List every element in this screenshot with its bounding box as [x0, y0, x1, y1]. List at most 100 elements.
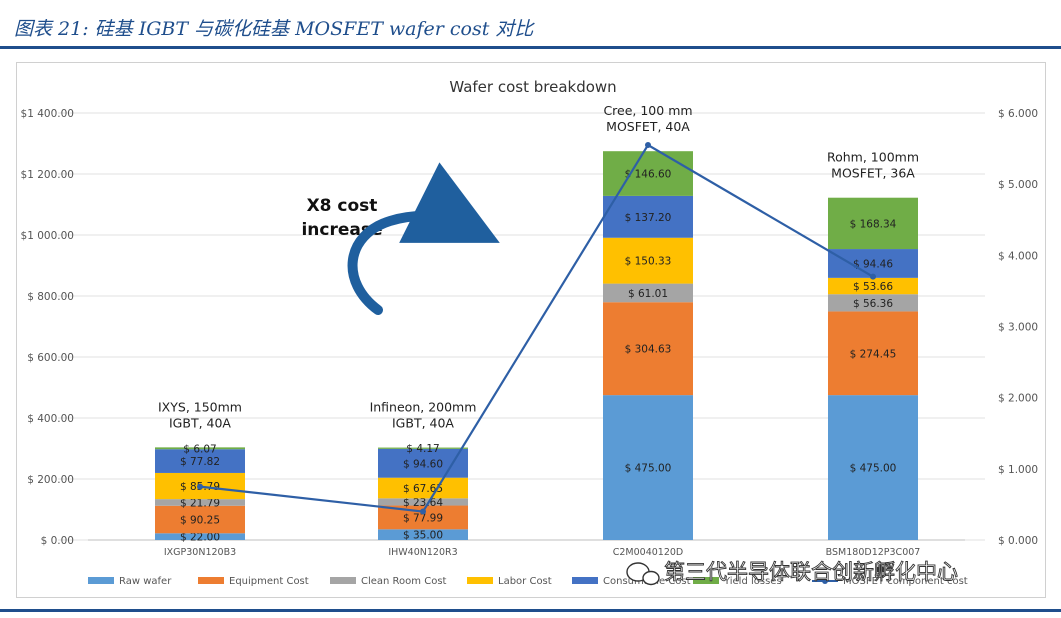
y-left-tick-label: $1 000.00 — [21, 230, 74, 242]
x-tick-label: IXGP30N120B3 — [164, 547, 236, 558]
stacked-bars: $ 22.00$ 90.25$ 21.79$ 85.79$ 77.82$ 6.0… — [155, 151, 918, 544]
y-right-tick-label: $ 6.000 — [998, 108, 1038, 120]
data-label: $ 77.99 — [403, 512, 443, 524]
data-label: $ 274.45 — [850, 348, 897, 360]
y-left-tick-label: $1 400.00 — [21, 108, 74, 120]
curved-arrow-icon — [347, 162, 500, 315]
category-note: Infineon, 200mm — [370, 400, 477, 415]
footer-rule — [0, 609, 1061, 612]
y-right-tick-label: $ 4.000 — [998, 250, 1038, 262]
legend-label: Raw wafer — [119, 576, 172, 587]
data-label: $ 53.66 — [853, 281, 893, 293]
category-note: IGBT, 40A — [392, 416, 454, 431]
data-label: $ 168.34 — [850, 218, 897, 230]
legend-label: Clean Room Cost — [361, 576, 447, 587]
x-tick-label: BSM180D12P3C007 — [826, 547, 921, 558]
bar-segment — [603, 395, 693, 540]
category-labels: IXGP30N120B3 IHW40N120R3 C2M0040120D BSM180… — [164, 547, 920, 558]
legend-swatch — [88, 577, 114, 584]
legend-label: Labor Cost — [498, 576, 552, 587]
bar-segment — [378, 477, 468, 499]
bar-segment — [155, 533, 245, 540]
wechat-icon — [626, 562, 660, 586]
bar-segment — [378, 447, 468, 449]
legend-swatch — [467, 577, 493, 584]
bar-segment — [155, 447, 245, 450]
legend-label: MOSFET component cost — [843, 576, 968, 587]
annotation-text: X8 cost — [307, 196, 378, 216]
y-right-tick-label: $ 5.000 — [998, 179, 1038, 191]
line-point — [645, 142, 651, 149]
data-label: $ 4.17 — [406, 443, 439, 455]
data-label: $ 6.07 — [183, 443, 216, 455]
line-point — [197, 483, 203, 490]
bar-segment — [828, 197, 918, 250]
y-right-tick-label: $ 2.000 — [998, 393, 1038, 405]
data-label: $ 146.60 — [625, 169, 672, 181]
y-axis-right: $ 0.000 $ 1.000 $ 2.000 $ 3.000 $ 4.000 $ 5.0… — [998, 108, 1038, 547]
data-label: $ 67.65 — [403, 483, 443, 495]
component-cost-line — [197, 142, 876, 515]
data-label: $ 35.00 — [403, 530, 443, 542]
figure-header: 图表 21: 硅基 IGBT 与碳化硅基 MOSFET wafer cost 对… — [0, 0, 1061, 50]
y-left-tick-label: $ 400.00 — [27, 413, 74, 425]
bar-segment — [603, 151, 693, 196]
y-left-tick-label: $ 0.00 — [41, 535, 74, 547]
y-right-tick-label: $ 3.000 — [998, 322, 1038, 334]
figure-title: 图表 21: 硅基 IGBT 与碳化硅基 MOSFET wafer cost 对… — [14, 18, 534, 40]
y-left-tick-label: $1 200.00 — [21, 169, 74, 181]
data-label: $ 77.82 — [180, 456, 220, 468]
data-label: $ 304.63 — [625, 344, 672, 356]
category-note: IXYS, 150mm — [158, 399, 242, 414]
bar-segment — [828, 277, 918, 295]
header-rule — [0, 46, 1061, 49]
bar-segment — [603, 237, 693, 284]
x-tick-label: C2M0040120D — [613, 547, 684, 558]
line-point — [870, 273, 876, 280]
bar-segment — [378, 505, 468, 530]
line-point — [420, 508, 426, 515]
bar-segment — [603, 302, 693, 396]
data-label: $ 90.25 — [180, 515, 220, 527]
legend-swatch — [693, 577, 719, 584]
y-right-tick-label: $ 1.000 — [998, 464, 1038, 476]
category-note: MOSFET, 36A — [831, 166, 915, 181]
bar-segment — [828, 395, 918, 540]
legend-swatch — [198, 577, 224, 584]
legend-swatch — [330, 577, 356, 584]
x-tick-label: IHW40N120R3 — [388, 547, 457, 558]
bar-segment — [155, 449, 245, 473]
bar-segment — [378, 498, 468, 506]
bar-segment — [828, 249, 918, 278]
data-label: $ 23.64 — [403, 497, 443, 509]
data-label: $ 94.46 — [853, 258, 893, 270]
bar-segment — [603, 195, 693, 238]
data-label: $ 21.79 — [180, 497, 220, 509]
bar-segment — [155, 505, 245, 534]
category-note: MOSFET, 40A — [606, 119, 690, 134]
bar-segment — [828, 294, 918, 312]
data-label: $ 475.00 — [850, 463, 897, 475]
line-path — [199, 143, 874, 513]
chart-title: Wafer cost breakdown — [449, 78, 616, 96]
data-label: $ 61.01 — [628, 288, 668, 300]
bar-segment — [603, 283, 693, 303]
bar-segment — [155, 499, 245, 506]
category-note: IGBT, 40A — [169, 415, 231, 430]
bar-segment — [378, 529, 468, 540]
category-note: Rohm, 100mm — [827, 150, 919, 165]
data-label: $ 56.36 — [853, 298, 893, 310]
y-right-tick-label: $ 0.000 — [998, 535, 1038, 547]
legend-line-marker — [822, 578, 828, 584]
watermark: 第三代半导体联合创新孵化中心 — [664, 560, 958, 584]
legend-label: Yield losses — [723, 576, 782, 587]
y-left-tick-label: $ 600.00 — [27, 352, 74, 364]
data-label: $ 94.60 — [403, 458, 443, 470]
legend-label: Equipment Cost — [229, 576, 309, 587]
data-label: $ 150.33 — [625, 256, 672, 268]
legend-swatch — [572, 577, 598, 584]
bar-segment — [828, 311, 918, 396]
